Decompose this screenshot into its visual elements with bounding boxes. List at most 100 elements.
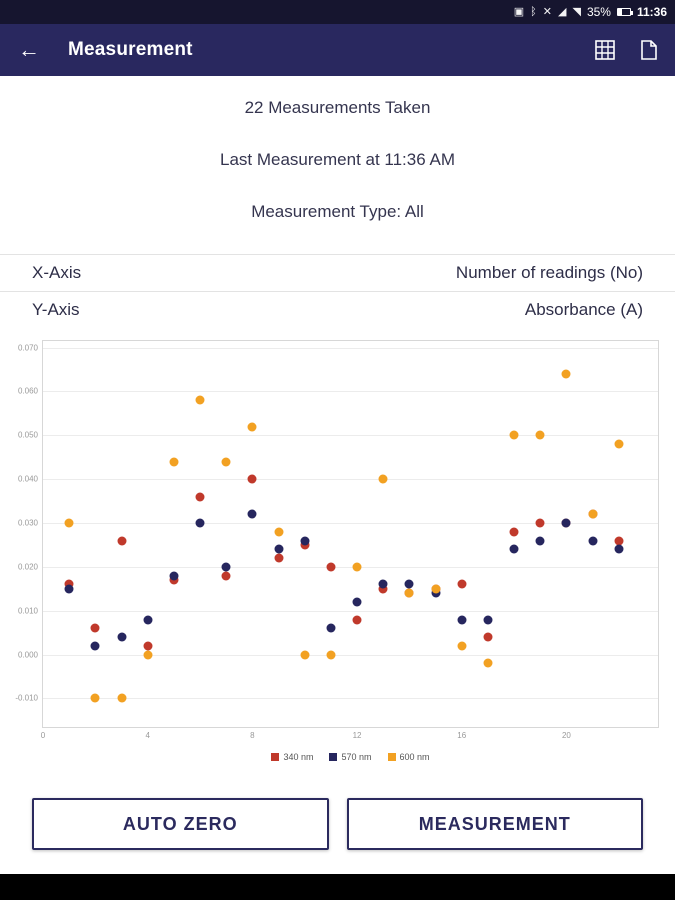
bluetooth-icon: ᛒ (530, 5, 537, 18)
data-point (274, 544, 284, 554)
auto-zero-button[interactable]: AUTO ZERO (32, 798, 329, 850)
data-point (509, 527, 519, 537)
data-point (535, 430, 545, 440)
data-point (535, 536, 545, 546)
battery-percent: 35% (586, 5, 611, 19)
x-axis-tick-label: 0 (40, 731, 46, 740)
back-arrow-icon[interactable]: ← (18, 37, 40, 62)
data-point (457, 579, 467, 589)
data-point (169, 457, 179, 467)
table-view-icon[interactable] (595, 40, 615, 60)
y-axis-tick-label: 0.020 (17, 562, 38, 572)
data-point (561, 369, 571, 379)
data-point (247, 509, 257, 519)
data-point (614, 536, 624, 546)
data-point (195, 492, 205, 502)
measurement-summary: 22 Measurements Taken Last Measurement a… (0, 76, 675, 254)
bottom-nav-strip (0, 874, 675, 900)
data-point (483, 632, 493, 642)
x-axis-tick-label: 4 (145, 731, 150, 740)
data-point (90, 693, 100, 703)
data-point (326, 562, 336, 572)
app-bar: ← Measurement (0, 24, 675, 76)
data-point (195, 395, 205, 405)
data-point (588, 509, 598, 519)
x-axis-tick-label: 12 (352, 731, 362, 740)
data-point (143, 615, 153, 625)
data-point (274, 553, 284, 563)
data-point (195, 518, 205, 528)
screenshot-icon: ▣ (513, 5, 525, 18)
data-point (169, 571, 179, 581)
x-axis-row[interactable]: X-Axis Number of readings (No) (0, 254, 675, 291)
data-point (457, 615, 467, 625)
wifi-icon: ◥ (572, 5, 581, 18)
x-axis-tick-label: 20 (561, 731, 571, 740)
data-point (221, 562, 231, 572)
data-point (483, 658, 493, 668)
data-point (300, 536, 310, 546)
battery-fill (617, 9, 623, 15)
y-axis-tick-label: 0.060 (17, 386, 38, 396)
mute-icon: ✕ (542, 5, 552, 18)
y-axis-row[interactable]: Y-Axis Absorbance (A) (0, 291, 675, 328)
legend-label: 600 nm (399, 752, 430, 762)
data-point (509, 544, 519, 554)
scatter-plot: 0.070 0.060 0.050 0.040 0.030 0.020 0.010 0.000… (15, 340, 659, 740)
data-point (352, 562, 362, 572)
gridline (43, 391, 658, 393)
measurements-taken-text: 22 Measurements Taken (244, 98, 431, 117)
data-point (221, 571, 231, 581)
data-point (117, 693, 126, 703)
measurement-button[interactable]: MEASUREMENT (346, 798, 643, 850)
y-axis-tick-label: 0.050 (17, 430, 38, 440)
data-point (378, 579, 388, 589)
data-point (300, 650, 310, 660)
status-time: 11:36 (636, 5, 667, 19)
data-point (378, 474, 388, 484)
data-point (117, 632, 126, 642)
data-point (483, 615, 493, 625)
data-point (352, 597, 362, 607)
data-point (535, 518, 545, 528)
data-point (614, 439, 624, 449)
page-title: Measurement (68, 39, 193, 60)
data-point (326, 623, 336, 633)
chart-legend: 340 nm 570 nm 600 nm (42, 752, 659, 762)
gridline (43, 698, 658, 700)
data-point (143, 641, 153, 651)
app-bar-actions (595, 40, 657, 60)
data-point (326, 650, 336, 660)
y-axis-tick-label: 0.010 (17, 606, 38, 616)
data-point (247, 422, 257, 432)
status-bar: ▣ ᛒ ✕ ◢ ◥ 35% 11:36 (0, 0, 675, 24)
data-point (221, 457, 231, 467)
signal-icon: ◢ (558, 5, 567, 18)
gridline (43, 523, 658, 525)
data-point (64, 518, 74, 528)
x-axis-value: Number of readings (No) (455, 263, 643, 282)
battery-icon (616, 8, 633, 16)
legend-item: 600 nm (387, 752, 430, 762)
y-axis-tick-label: 0.070 (17, 343, 38, 353)
gridline (43, 566, 658, 568)
data-point (352, 615, 362, 625)
gridline (43, 347, 658, 349)
data-point (457, 641, 467, 651)
chart-area: 0.070 0.060 0.050 0.040 0.030 0.020 0.010 0.000… (0, 328, 675, 762)
document-icon[interactable] (641, 40, 657, 60)
y-axis-tick-label: 0.040 (17, 474, 38, 484)
legend-swatch (329, 753, 338, 761)
x-axis-tick-label: 16 (457, 731, 467, 740)
legend-swatch (387, 753, 396, 761)
data-point (117, 536, 126, 546)
x-axis-label: X-Axis (32, 263, 82, 282)
y-axis-tick-label: 0.000 (17, 650, 38, 660)
gridline (43, 610, 658, 612)
gridline (43, 654, 658, 656)
data-point (143, 650, 153, 660)
data-point (90, 623, 100, 633)
data-point (588, 536, 598, 546)
last-measurement-text: Last Measurement at 11:36 AM (220, 150, 455, 169)
